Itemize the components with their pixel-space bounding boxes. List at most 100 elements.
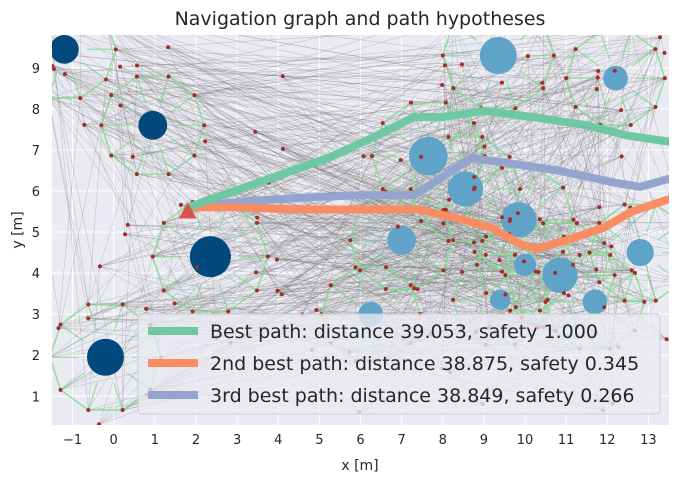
x-axis-label: x [m]: [341, 458, 378, 474]
graph-safe-edge: [631, 48, 656, 67]
graph-node: [440, 53, 445, 58]
graph-safe-edge: [159, 76, 170, 105]
graph-edge: [64, 73, 128, 225]
graph-safe-edge: [23, 1, 49, 20]
graph-node: [161, 288, 166, 293]
graph-safe-edge: [136, 76, 147, 105]
y-tick-label: 3: [32, 308, 40, 323]
y-tick-label: 5: [32, 226, 40, 241]
graph-node: [314, 307, 319, 312]
graph-node: [99, 123, 104, 128]
x-tick-label: 7: [397, 433, 405, 448]
graph-node: [662, 76, 667, 81]
graph-edge: [120, 105, 524, 262]
graph-edge: [501, 82, 543, 218]
graph-edge: [363, 156, 518, 214]
graph-edge: [52, 53, 622, 111]
y-tick-label: 4: [32, 267, 40, 282]
graph-safe-edge: [646, 273, 657, 301]
graph-node: [653, 47, 658, 52]
graph-node: [109, 93, 114, 98]
graph-node: [46, 96, 50, 100]
graph-node: [166, 45, 171, 50]
graph-node: [52, 66, 56, 71]
graph-safe-edge: [621, 97, 632, 126]
legend: Best path: distance 39.053, safety 1.000…: [137, 313, 661, 415]
graph-safe-edge: [504, 242, 517, 276]
graph-edge: [52, 65, 356, 362]
graph-safe-edge: [113, 304, 124, 333]
graph-node: [594, 267, 599, 272]
graph-safe-edge: [71, 1, 80, 28]
graph-edge: [277, 261, 524, 291]
legend-entry-2nd: 2nd best path: distance 38.875, safety 0…: [210, 353, 639, 375]
graph-safe-edge: [630, 106, 656, 126]
graph-node: [561, 249, 566, 254]
graph-safe-edge: [79, 78, 107, 99]
graph-node: [348, 238, 353, 243]
graph-edge: [205, 141, 486, 345]
graph-safe-edge: [382, 122, 407, 141]
graph-edge: [52, 65, 175, 304]
graph-safe-edge: [170, 94, 195, 113]
graph-node: [415, 287, 420, 292]
graph-node: [499, 165, 504, 170]
graph-safe-edge: [371, 155, 384, 190]
graph-node: [134, 74, 139, 79]
graph-edge: [282, 148, 612, 247]
graph-edge: [136, 76, 565, 294]
graph-edge: [52, 116, 89, 319]
graph-edge: [614, 70, 669, 196]
graph-node: [361, 154, 366, 159]
graph-safe-edge: [60, 303, 89, 326]
graph-safe-edge: [654, 77, 666, 108]
graph-node: [441, 268, 446, 273]
graph-node: [521, 259, 526, 264]
graph-safe-edge: [501, 244, 512, 272]
graph-node: [395, 224, 400, 229]
graph-node: [595, 75, 600, 80]
graph-safe-edge: [473, 122, 486, 157]
graph-node: [380, 187, 385, 192]
graph-edge: [105, 79, 398, 227]
graph-safe-edge: [621, 35, 631, 59]
graph-edge: [204, 125, 477, 333]
graph-edge: [282, 76, 665, 79]
graph-node: [446, 238, 451, 243]
graph-node: [274, 257, 279, 262]
graph-safe-edge: [60, 372, 85, 391]
graph-safe-edge: [452, 70, 478, 89]
graph-edge: [84, 124, 112, 156]
graph-node: [484, 234, 489, 239]
obstacles: [52, 35, 654, 376]
graph-node: [408, 283, 413, 288]
graph-safe-edge: [382, 171, 407, 190]
graph-edge: [152, 204, 625, 257]
graph-safe-edge: [654, 48, 666, 79]
graph-safe-edge: [163, 222, 188, 241]
obstacle: [409, 136, 448, 176]
graph-edge: [614, 275, 645, 302]
graph-edge: [257, 56, 529, 218]
graph-safe-edge: [580, 242, 605, 261]
graph-node: [658, 35, 663, 40]
graph-node: [500, 215, 505, 220]
graph-edge: [267, 64, 463, 257]
graph-node: [508, 308, 513, 313]
graph-safe-edge: [110, 75, 138, 96]
graph-node: [451, 238, 456, 243]
graph-edge: [168, 124, 631, 175]
start-triangle: [178, 202, 197, 219]
graph-edge: [385, 191, 597, 334]
graph-safe-edge: [110, 94, 135, 113]
graph-safe-edge: [442, 240, 454, 271]
obstacle: [513, 253, 537, 277]
graph-node: [190, 309, 195, 314]
graph-safe-edge: [623, 273, 635, 301]
graph-node: [596, 68, 601, 73]
y-tick-label: 6: [32, 185, 40, 200]
graph-safe-edge: [452, 87, 482, 109]
graph-safe-edge: [387, 284, 412, 303]
graph-edge: [101, 76, 169, 126]
graph-edge: [553, 55, 669, 222]
